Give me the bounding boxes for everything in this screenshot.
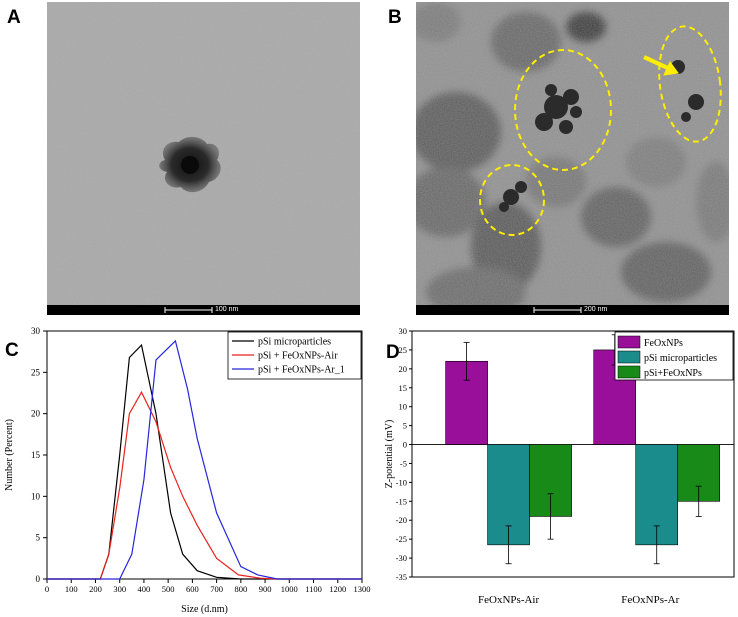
- bar: [635, 444, 679, 546]
- y-tick-label: -5: [400, 458, 407, 468]
- legend-label: pSi microparticles: [644, 353, 717, 364]
- y-tick-label: 15: [31, 450, 41, 460]
- x-tick-label: 1000: [281, 584, 298, 594]
- chart-c-legend: [227, 331, 362, 380]
- x-tick-label: 300: [113, 584, 126, 594]
- legend-label: pSi microparticles: [258, 337, 331, 348]
- bar: [445, 360, 488, 445]
- y-tick-label: 20: [31, 409, 41, 419]
- category-label: FeOxNPs-Air: [478, 594, 539, 606]
- series-line: [47, 390, 362, 580]
- legend-label: pSi+FeOxNPs: [644, 368, 702, 379]
- x-tick-label: 500: [162, 584, 175, 594]
- y-tick-label: 15: [399, 383, 408, 393]
- highlight-circles: [479, 25, 722, 236]
- category-label: FeOxNPs-Ar: [621, 594, 679, 606]
- y-tick-label: 5: [36, 533, 41, 543]
- bar: [593, 349, 637, 445]
- bar: [487, 444, 530, 546]
- x-tick-label: 700: [210, 584, 223, 594]
- x-tick-label: 800: [234, 584, 247, 594]
- panel-d-letter: D: [386, 342, 400, 363]
- chart-d-legend: [614, 331, 734, 381]
- y-axis-label: Z-potential (mV): [384, 420, 395, 489]
- chart-c-plot-frame: [46, 330, 363, 580]
- nanoparticle-cluster: [159, 136, 221, 193]
- x-tick-label: 1100: [305, 584, 322, 594]
- scale-bar-b: 200 nm: [416, 305, 729, 315]
- series-line: [47, 339, 362, 580]
- bar: [677, 444, 721, 502]
- x-tick-label: 1200: [329, 584, 346, 594]
- y-tick-label: -15: [396, 496, 407, 506]
- x-axis-label: Size (d.nm): [181, 604, 228, 615]
- legend-label: pSi + FeOxNPs-Ar_1: [258, 365, 345, 376]
- x-tick-label: 0: [45, 584, 49, 594]
- legend-label: pSi + FeOxNPs-Air: [258, 351, 338, 362]
- x-tick-label: 600: [186, 584, 199, 594]
- x-tick-label: 100: [65, 584, 78, 594]
- y-tick-label: 5: [403, 421, 407, 431]
- y-tick-label: -25: [396, 534, 407, 544]
- y-tick-label: 25: [399, 345, 408, 355]
- legend-label: FeOxNPs: [644, 338, 683, 349]
- legend-swatch: [617, 335, 641, 349]
- scale-bar-a-label: 100 nm: [215, 306, 239, 313]
- x-tick-label: 400: [138, 584, 151, 594]
- panel-c-letter: C: [5, 340, 19, 361]
- bar: [529, 444, 572, 517]
- iron-oxide-aggregates: [499, 60, 704, 212]
- arrow-icon: [643, 55, 679, 76]
- y-axis-label: Number (Percent): [4, 419, 15, 491]
- y-tick-label: 0: [36, 574, 41, 584]
- y-tick-label: 10: [399, 402, 408, 412]
- tem-image-a: 100 nm: [47, 2, 360, 315]
- chart-d-plot-frame: [411, 330, 735, 578]
- y-tick-label: -35: [396, 572, 407, 582]
- panel-b-letter: B: [388, 7, 402, 28]
- legend-swatch: [617, 350, 641, 364]
- x-tick-label: 1300: [354, 584, 371, 594]
- y-tick-label: 20: [399, 364, 408, 374]
- y-tick-label: 30: [31, 326, 41, 336]
- scale-bar-b-label: 200 nm: [584, 306, 608, 313]
- panel-a-letter: A: [7, 7, 21, 28]
- x-tick-label: 900: [259, 584, 272, 594]
- y-tick-label: -10: [396, 477, 407, 487]
- legend-swatch: [617, 365, 641, 379]
- x-tick-label: 200: [89, 584, 102, 594]
- tem-image-b: 200 nm: [416, 2, 729, 315]
- y-tick-label: 25: [31, 367, 41, 377]
- scale-bar-a: 100 nm: [47, 305, 360, 315]
- y-tick-label: 10: [31, 491, 41, 501]
- y-tick-label: -30: [396, 553, 407, 563]
- y-tick-label: 0: [403, 440, 407, 450]
- series-line: [47, 343, 362, 580]
- y-tick-label: 30: [399, 326, 408, 336]
- y-tick-label: -20: [396, 515, 407, 525]
